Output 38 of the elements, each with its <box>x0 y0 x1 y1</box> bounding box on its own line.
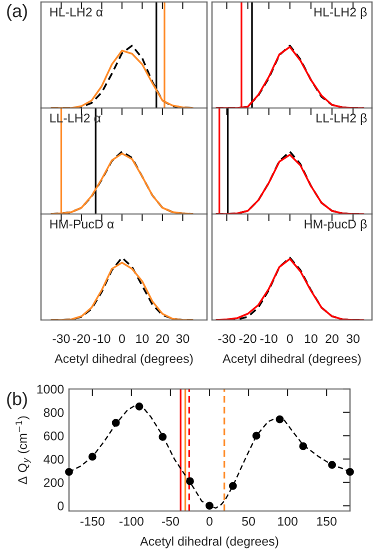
x-tick-label: 30 <box>176 334 190 344</box>
x-tick-label: 100 <box>278 516 298 526</box>
x-axis-title: Acetyl dihedral (degrees) <box>54 354 193 366</box>
x-tick-label: 10 <box>304 334 318 344</box>
y-tick-label: 1000 <box>37 384 64 394</box>
x-tick-label: -30 <box>218 334 236 344</box>
text: (a) <box>7 4 27 21</box>
x-tick-label: -150 <box>80 516 104 526</box>
chart-title: HL-LH2 β <box>314 7 367 19</box>
x-tick-label: -20 <box>239 334 256 344</box>
y-axis-title: Δ Q$_{y}$ (cm$^{−1}$) <box>16 416 31 484</box>
x-axis-title: Acetyl dihedral (degrees) <box>140 536 278 548</box>
x-tick-label: 20 <box>156 334 169 344</box>
x-tick-label: -50 <box>162 516 180 526</box>
x-tick-label: 0 <box>286 334 293 344</box>
x-axis-title: Acetyl dihedral (degrees) <box>222 354 361 366</box>
chart-title: HM-PucD α <box>50 220 114 228</box>
x-tick-label: 0 <box>118 334 125 344</box>
x-tick-label: -10 <box>260 334 278 344</box>
y-tick-label: 200 <box>44 478 64 488</box>
chart-title: HL-LH2 α <box>50 8 103 16</box>
x-tick-label: 0 <box>206 516 212 526</box>
text: (b) <box>7 392 27 409</box>
y-tick-label: 0 <box>58 502 64 510</box>
x-tick-label: 10 <box>136 334 149 344</box>
x-tick-label: 50 <box>242 516 255 526</box>
x-tick-label: -100 <box>119 516 144 526</box>
x-tick-label: 20 <box>326 334 338 344</box>
x-tick-label: 150 <box>317 516 337 526</box>
x-tick-label: 30 <box>346 334 360 344</box>
x-tick-label: -30 <box>52 334 70 344</box>
y-tick-label: 400 <box>44 454 64 464</box>
y-tick-label: 600 <box>44 432 64 440</box>
chart-title: HM-pucD β <box>304 219 367 231</box>
y-tick-label: 800 <box>44 408 64 417</box>
x-tick-label: -20 <box>73 334 90 344</box>
x-tick-label: -10 <box>93 334 110 344</box>
chart-title: LL-LH2 β <box>316 113 367 125</box>
